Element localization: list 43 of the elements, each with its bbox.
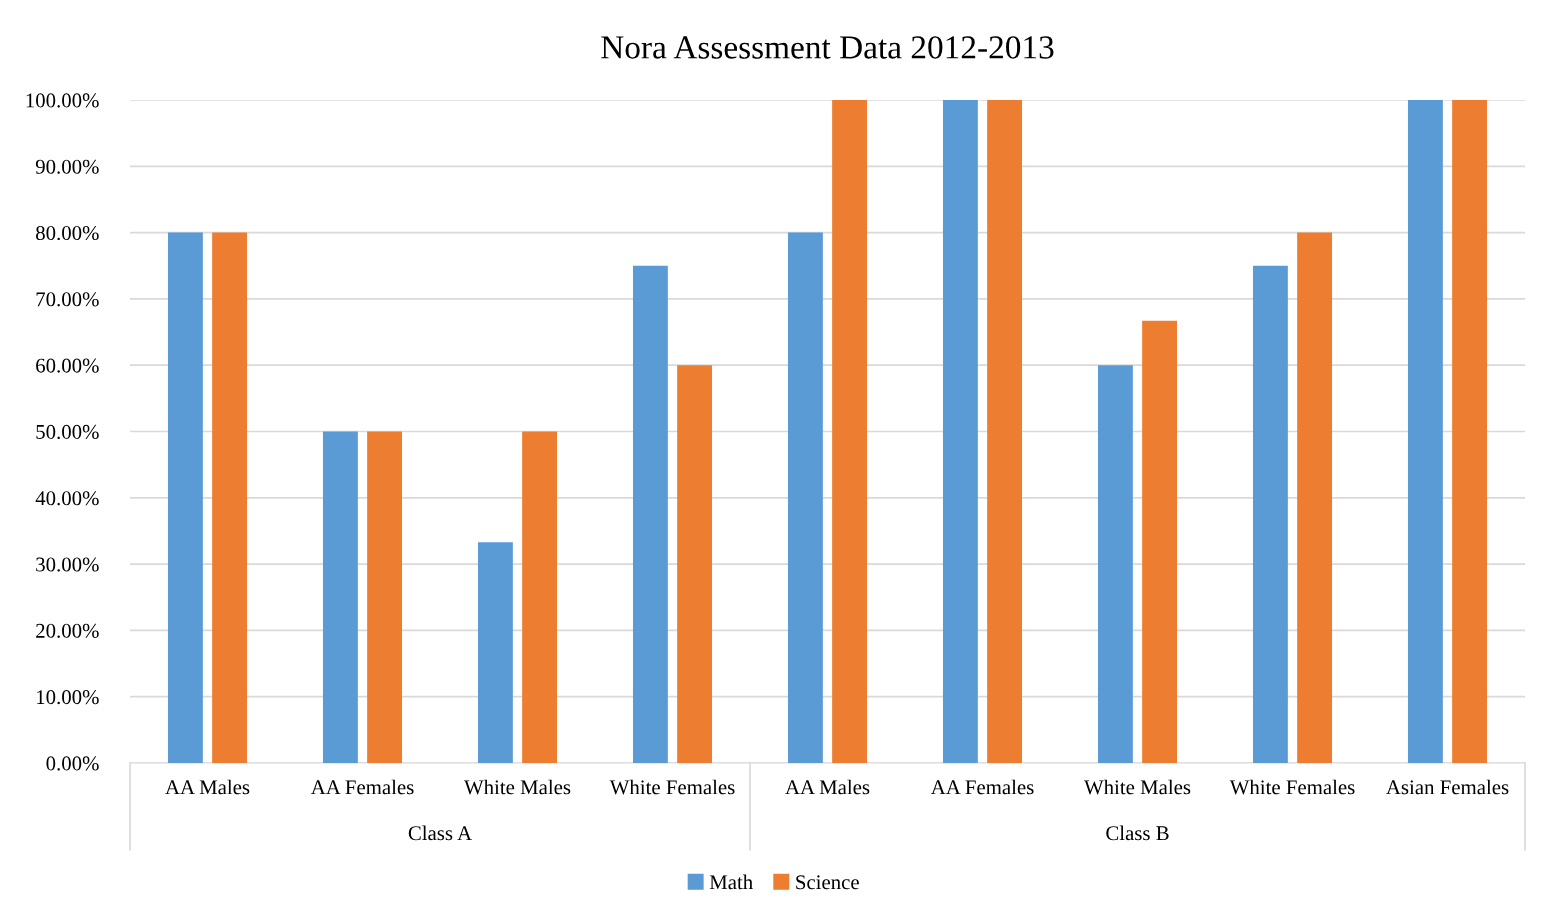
bar <box>1297 232 1333 763</box>
x-tick-label: Asian Females <box>1386 779 1509 795</box>
legend-label: Science <box>796 875 859 890</box>
y-tick-label: 60.00% <box>36 358 99 373</box>
legend-label: Math <box>709 874 753 890</box>
y-tick-label: 100.00% <box>26 93 99 108</box>
bar <box>367 431 403 763</box>
x-tick-label: AA Females <box>310 779 414 795</box>
y-tick-label: 30.00% <box>36 557 99 572</box>
bar <box>1142 320 1178 763</box>
y-tick-label: 80.00% <box>36 225 99 241</box>
bar <box>787 232 823 763</box>
x-tick-label: White Females <box>609 779 735 795</box>
bar <box>522 431 558 763</box>
bar <box>1252 265 1288 763</box>
bar <box>1097 365 1133 763</box>
bar <box>677 365 713 763</box>
bar <box>987 100 1023 763</box>
bar <box>322 431 358 763</box>
bar <box>212 232 248 763</box>
bar <box>1452 100 1488 763</box>
bar <box>167 232 203 763</box>
bar <box>477 542 513 763</box>
x-tick-label: White Males <box>1084 779 1191 795</box>
y-tick-label: 70.00% <box>36 292 99 307</box>
x-tick-label: AA Males <box>785 779 870 795</box>
bar <box>1407 100 1443 763</box>
y-tick-label: 0.00% <box>46 756 99 771</box>
y-tick-label: 10.00% <box>37 690 99 705</box>
bar <box>832 100 868 763</box>
y-tick-label: 50.00% <box>36 424 99 440</box>
x-tick-label: White Females <box>1229 779 1355 795</box>
y-tick-label: 20.00% <box>36 623 99 638</box>
bar <box>632 265 668 763</box>
y-tick-label: 90.00% <box>35 159 99 174</box>
x-tick-label: White Males <box>464 779 571 795</box>
x-tick-label: AA Males <box>165 779 250 795</box>
text: Class A <box>408 825 472 841</box>
text: Class B <box>1106 825 1169 841</box>
chart-title: Nora Assessment Data 2012-2013 <box>601 36 1054 59</box>
x-tick-label: AA Females <box>930 779 1034 795</box>
bar <box>942 100 978 763</box>
y-tick-label: 40.00% <box>35 491 99 506</box>
